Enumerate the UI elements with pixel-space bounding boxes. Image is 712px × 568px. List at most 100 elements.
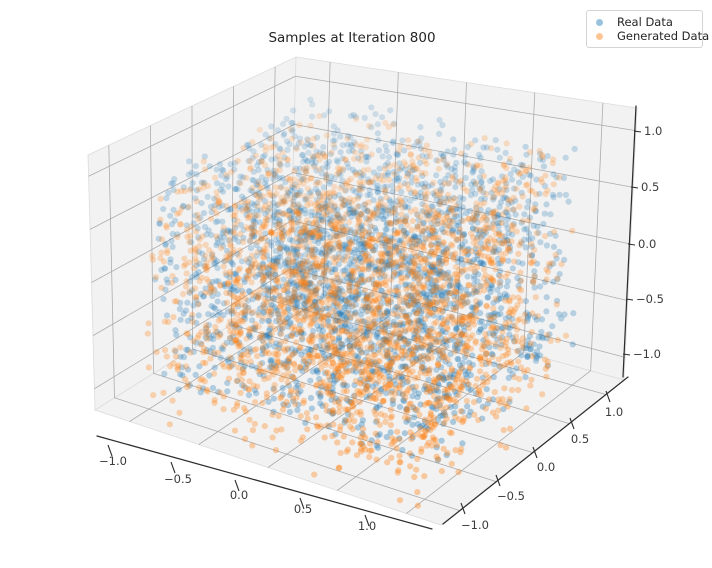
scatter-point (419, 422, 426, 429)
scatter-point (379, 114, 386, 121)
scatter-point (250, 228, 257, 235)
scatter-point (287, 126, 294, 133)
scatter-point (483, 190, 490, 197)
scatter-point (276, 341, 283, 348)
scatter-point (379, 341, 386, 348)
scatter-point (246, 326, 253, 333)
scatter-point (406, 240, 414, 248)
scatter-point (326, 391, 333, 398)
scatter-point (220, 242, 227, 249)
scatter-point (326, 305, 333, 312)
scatter-point (435, 395, 442, 402)
scatter-point (506, 396, 513, 403)
scatter-point (260, 309, 267, 317)
scatter-point (370, 197, 377, 204)
scatter-point (356, 358, 363, 365)
scatter-point (311, 471, 318, 478)
scatter-point (290, 198, 297, 205)
scatter-point (428, 335, 435, 342)
scatter-point (265, 317, 272, 324)
scatter-point (217, 282, 224, 289)
scatter-point (398, 374, 405, 381)
scatter-point (351, 155, 358, 163)
scatter-point (384, 459, 391, 466)
scatter-point (347, 209, 354, 216)
scatter-point (472, 137, 479, 144)
scatter-point (505, 212, 512, 220)
scatter-point (519, 193, 526, 200)
scatter-point (508, 238, 515, 245)
scatter-point (517, 269, 524, 276)
scatter-point (223, 230, 230, 237)
scatter-point (537, 239, 544, 246)
scatter-point (360, 328, 367, 335)
scatter-point (346, 218, 353, 226)
scatter-point (316, 224, 323, 231)
scatter-point (302, 364, 309, 371)
scatter-point (492, 328, 499, 335)
scatter-point (231, 323, 238, 331)
scatter-point (184, 384, 191, 391)
scatter-point (293, 278, 300, 285)
scatter-point (283, 186, 291, 193)
scatter-point (326, 353, 333, 360)
scatter-point (515, 358, 522, 365)
z-tick-label: 0.0 (638, 237, 656, 251)
scatter-point (352, 169, 359, 176)
scatter-point (446, 277, 454, 284)
scatter-point (292, 349, 299, 356)
scatter-point (411, 273, 419, 280)
scatter-point (271, 325, 279, 333)
scatter-point (446, 361, 453, 368)
scatter-point (365, 178, 372, 186)
scatter-point (448, 367, 455, 374)
scatter-point (382, 119, 389, 127)
scatter-point (202, 166, 209, 173)
scatter-point (553, 301, 560, 308)
scatter-point (223, 202, 230, 210)
scatter-point (447, 403, 454, 411)
scatter-point (272, 203, 279, 210)
scatter-point (435, 255, 443, 262)
scatter-point (473, 210, 480, 217)
scatter-point (215, 317, 222, 324)
scatter-point (306, 247, 313, 254)
scatter-point (308, 175, 315, 182)
scatter-point (234, 301, 241, 308)
scatter-point (345, 202, 352, 209)
scatter-point (207, 335, 214, 342)
scatter-point (279, 198, 286, 205)
scatter-point (405, 185, 412, 192)
scatter-point (331, 137, 338, 144)
scatter-point (368, 151, 375, 158)
scatter-point (352, 310, 359, 317)
scatter-point (308, 289, 315, 296)
scatter-point (272, 364, 279, 371)
scatter-point (362, 356, 369, 364)
scatter-point (399, 322, 406, 329)
scatter-point (274, 127, 281, 134)
scatter-point (436, 257, 443, 264)
scatter-point (268, 357, 275, 364)
scatter-point (441, 410, 448, 417)
scatter-point (355, 353, 362, 360)
scatter-point (216, 161, 224, 168)
scatter-point (446, 282, 453, 289)
scatter-point (414, 502, 421, 509)
scatter-point (304, 361, 311, 368)
scatter-point (161, 347, 169, 354)
x-tick (170, 461, 176, 474)
scatter-point (211, 260, 218, 268)
x-tick-label: 0.0 (230, 488, 248, 502)
scatter-point (407, 297, 414, 304)
scatter-point (292, 347, 299, 354)
scatter-point (465, 325, 472, 332)
scatter-point (153, 349, 160, 356)
scatter-point (286, 408, 294, 416)
scatter-point (262, 131, 269, 138)
scatter-point (285, 249, 292, 256)
scatter-point (173, 298, 180, 305)
scatter-point (320, 184, 327, 191)
x-tick-label: −1.0 (99, 454, 127, 468)
scatter-point (171, 347, 178, 354)
